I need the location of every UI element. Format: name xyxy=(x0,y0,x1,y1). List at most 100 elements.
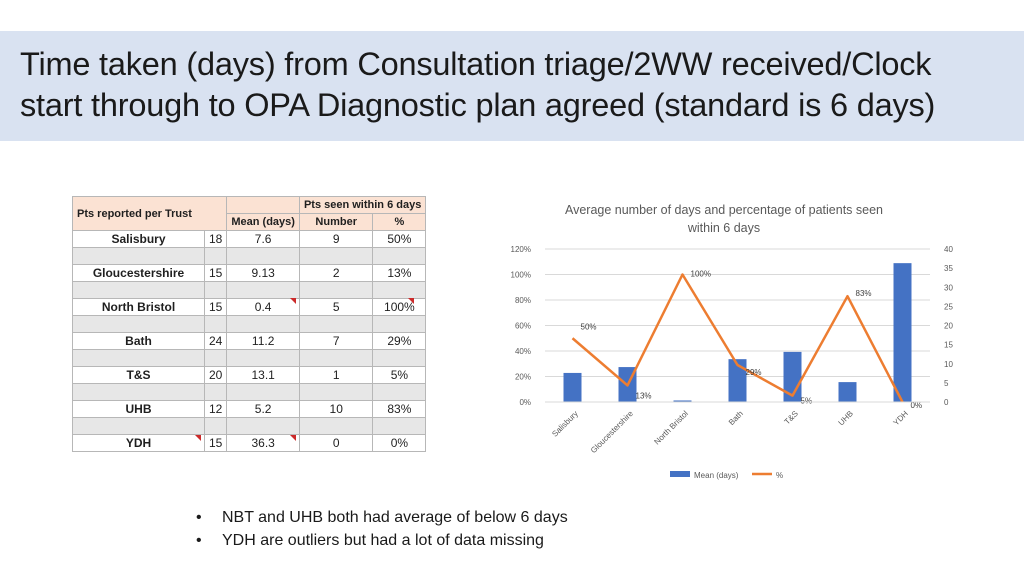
y-right-tick-label: 25 xyxy=(944,302,953,311)
header-mean: Mean (days) xyxy=(226,213,300,231)
table-gap-row xyxy=(72,417,427,435)
y-right-tick-label: 35 xyxy=(944,264,953,273)
bar xyxy=(563,372,582,402)
comment-flag-icon xyxy=(408,298,414,304)
trust-number: 0 xyxy=(298,434,374,452)
y-left-tick-label: 80% xyxy=(515,296,531,305)
legend-label-mean: Mean (days) xyxy=(694,471,739,480)
x-tick-label: YDH xyxy=(892,409,910,427)
header-trust: Pts reported per Trust xyxy=(71,196,228,231)
trust-pct: 83% xyxy=(372,400,427,418)
legend-swatch-bar xyxy=(670,471,690,477)
y-left-tick-label: 100% xyxy=(511,271,531,280)
trust-name: Salisbury xyxy=(72,230,205,248)
trust-table: Pts reported per Trust Pts seen within 6… xyxy=(71,196,427,452)
trust-count: 15 xyxy=(203,434,228,452)
y-left-tick-label: 60% xyxy=(515,322,531,331)
bullet-icon: • xyxy=(196,509,202,526)
trust-number: 10 xyxy=(298,400,374,418)
trust-pct: 29% xyxy=(372,332,427,350)
trust-count: 15 xyxy=(203,264,228,282)
table-gap-row xyxy=(72,383,427,401)
y-right-tick-label: 40 xyxy=(944,245,953,254)
data-label: 0% xyxy=(911,401,923,410)
table-row: UHB 12 5.2 10 83% xyxy=(72,400,427,418)
trust-number: 5 xyxy=(298,298,374,316)
x-tick-label: UHB xyxy=(837,409,855,427)
table-gap-row xyxy=(72,281,427,299)
table-row: Gloucestershire 15 9.13 2 13% xyxy=(72,264,427,282)
trust-mean: 7.6 xyxy=(226,230,300,248)
data-label: 29% xyxy=(746,368,762,377)
table-row: Salisbury 18 7.6 9 50% xyxy=(72,230,427,248)
trust-count: 20 xyxy=(203,366,228,384)
header-seen: Pts seen within 6 days xyxy=(298,196,427,214)
y-right-tick-label: 0 xyxy=(944,398,949,407)
page-title: Time taken (days) from Consultation tria… xyxy=(20,44,1010,126)
comment-flag-icon xyxy=(290,298,296,304)
trust-pct: 0% xyxy=(372,434,427,452)
y-right-tick-label: 15 xyxy=(944,341,953,350)
comment-flag-icon xyxy=(195,435,201,441)
data-label: 13% xyxy=(636,391,652,400)
header-number: Number xyxy=(298,213,374,231)
header-blank xyxy=(226,196,300,214)
trust-mean: 0.4 xyxy=(226,298,300,316)
trust-pct: 5% xyxy=(372,366,427,384)
trust-name: UHB xyxy=(72,400,205,418)
header-pct: % xyxy=(372,213,427,231)
bar xyxy=(893,263,912,402)
table-gap-row xyxy=(72,349,427,367)
table-gap-row xyxy=(72,247,427,265)
line-series xyxy=(571,273,904,403)
title-line-2: start through to OPA Diagnostic plan agr… xyxy=(20,87,936,123)
x-tick-label: Gloucestershire xyxy=(589,409,635,455)
trust-name: Bath xyxy=(72,332,205,350)
trust-name: Gloucestershire xyxy=(72,264,205,282)
legend-label-pct: % xyxy=(776,471,783,480)
y-left-tick-label: 120% xyxy=(511,245,531,254)
data-label: 83% xyxy=(856,289,872,298)
y-left-tick-label: 0% xyxy=(519,398,531,407)
y-right-tick-label: 10 xyxy=(944,360,953,369)
table-row: T&S 20 13.1 1 5% xyxy=(72,366,427,384)
data-label: 5% xyxy=(801,397,813,406)
table-row: YDH 15 36.3 0 0% xyxy=(72,434,427,452)
bar xyxy=(728,359,747,402)
bar xyxy=(673,400,692,402)
data-label: 50% xyxy=(581,322,597,331)
chart-title-line-2: within 6 days xyxy=(687,221,760,235)
trust-mean: 11.2 xyxy=(226,332,300,350)
trust-mean: 5.2 xyxy=(226,400,300,418)
bullet-text: NBT and UHB both had average of below 6 … xyxy=(222,509,568,526)
y-right-tick-label: 5 xyxy=(944,379,949,388)
trust-pct: 100% xyxy=(372,298,427,316)
x-tick-label: North Bristol xyxy=(652,409,690,447)
trust-count: 24 xyxy=(203,332,228,350)
combo-chart: Average number of days and percentage of… xyxy=(511,203,954,480)
data-label: 100% xyxy=(691,270,711,279)
trust-name: North Bristol xyxy=(72,298,205,316)
trust-count: 18 xyxy=(203,230,228,248)
bullet-item: • YDH are outliers but had a lot of data … xyxy=(196,529,568,552)
bullet-item: • NBT and UHB both had average of below 6… xyxy=(196,506,568,529)
trust-number: 2 xyxy=(298,264,374,282)
y-right-tick-label: 30 xyxy=(944,283,953,292)
bullet-text: YDH are outliers but had a lot of data m… xyxy=(222,532,544,549)
bar xyxy=(838,382,857,402)
trust-number: 9 xyxy=(298,230,374,248)
bullet-list: • NBT and UHB both had average of below 6… xyxy=(196,506,568,552)
trust-number: 1 xyxy=(298,366,374,384)
trust-name: YDH xyxy=(72,434,205,452)
table-gap-row xyxy=(72,315,427,333)
title-band xyxy=(0,31,1024,141)
y-left-tick-label: 40% xyxy=(515,347,531,356)
trust-count: 12 xyxy=(203,400,228,418)
x-tick-label: Salisbury xyxy=(550,409,580,439)
table-row: Bath 24 11.2 7 29% xyxy=(72,332,427,350)
comment-flag-icon xyxy=(290,435,296,441)
trust-number: 7 xyxy=(298,332,374,350)
x-tick-label: Bath xyxy=(727,409,745,427)
trust-pct: 50% xyxy=(372,230,427,248)
x-tick-label: T&S xyxy=(783,409,800,426)
